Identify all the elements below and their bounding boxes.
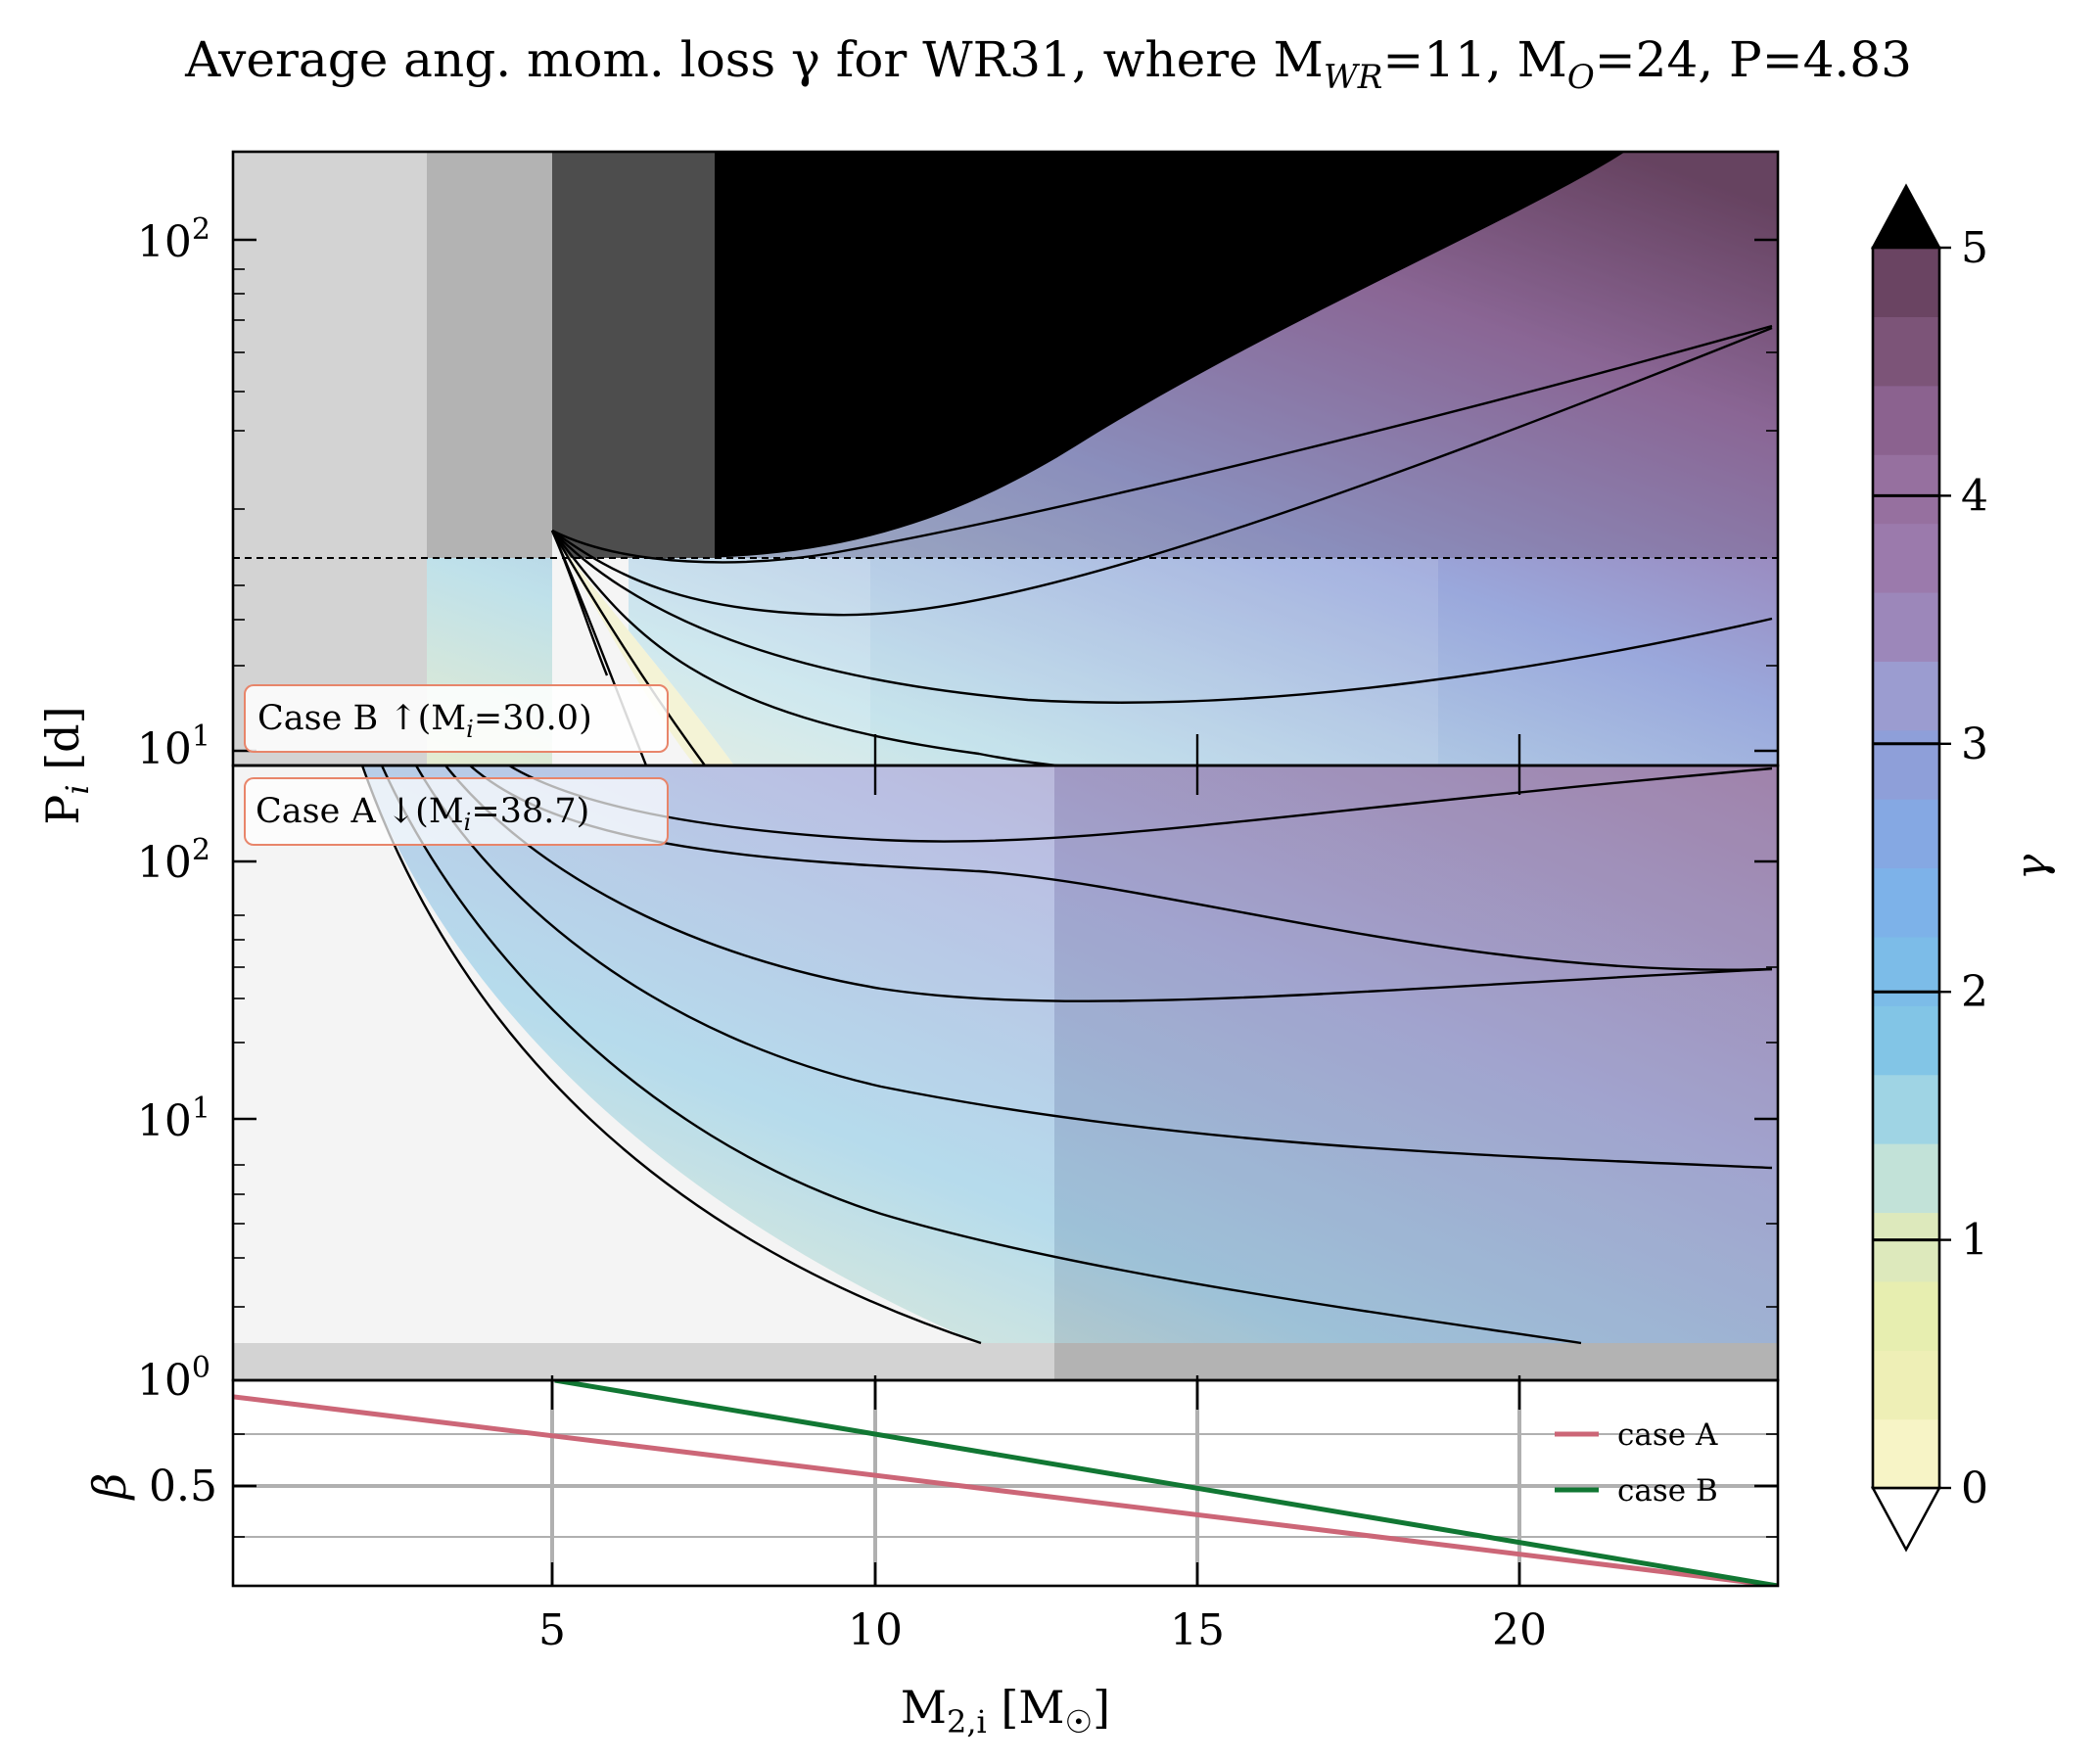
region-gray-light [233,152,427,766]
colorbar-segment [1873,1350,1939,1420]
x-tick-10: 10 [848,1605,903,1655]
x-tick-15: 15 [1170,1605,1225,1655]
x-axis-label: M2,i [M☉] [901,1681,1110,1741]
y-axis-label: Pi [d] [36,706,96,824]
x-tick-5: 5 [538,1605,566,1655]
x-tick-20: 20 [1492,1605,1547,1655]
colorbar-segment [1873,248,1939,317]
colorbar-segment [1873,1280,1939,1351]
case-b-label-box: Case B ↑(Mi=30.0) [244,684,669,753]
colorbar-segment [1873,1074,1939,1144]
y-tick-b-100: 102 [137,212,210,267]
colorbar-segment [1873,867,1939,938]
y-tick-b-10: 101 [137,720,210,774]
colorbar-tick-label: 2 [1961,967,1988,1017]
tick-marks [233,238,1778,1586]
legend-label-case-b: case B [1617,1473,1718,1509]
colorbar-segment [1873,523,1939,593]
beta-line-case-b [554,1380,1778,1586]
colorbar-tick-label: 3 [1961,720,1988,769]
colorbar-segment [1873,661,1939,731]
case-a-label-box: Case A ↓(Mi=38.7) [244,777,669,846]
case-a-label: Case A ↓(Mi=38.7) [256,792,589,836]
colorbar-segment [1873,316,1939,387]
y-tick-a-100: 102 [137,833,210,888]
colorbar-segment [1873,385,1939,455]
colorbar-segment [1873,1143,1939,1214]
beta-line-case-a [233,1394,1778,1586]
colorbar-tick-label: 4 [1961,471,1988,521]
colorbar-segment [1873,454,1939,525]
axes-frames [231,150,1780,1588]
y-tick-a-1: 100 [137,1351,210,1406]
chart-title: Average ang. mom. loss γ for WR31, where… [184,31,1912,97]
colorbar-segment [1873,936,1939,1006]
colorbar-tick-label: 1 [1961,1216,1988,1266]
colorbar-tick-label: 5 [1961,223,1988,273]
beta-axis-label: β [83,1473,136,1502]
legend-label-case-a: case A [1617,1417,1718,1453]
colorbar-segment [1873,729,1939,800]
beta-panel [233,1380,1778,1586]
colorbar-label: γ [2007,854,2057,880]
case-b-label: Case B ↑(Mi=30.0) [257,699,592,743]
region-black [685,152,1625,558]
colorbar: 0 1 2 3 4 5 γ [1870,183,2057,1553]
colorbar-segment [1873,799,1939,869]
case-b-panel [233,152,1778,766]
beta-grid [233,1380,1778,1586]
minor-ticks [233,268,1778,1538]
colorbar-extend-top [1870,183,1942,250]
beta-legend: case A case B [1555,1417,1718,1509]
colorbar-segment [1873,591,1939,662]
colorbar-segment [1873,1212,1939,1282]
y-tick-beta-05: 0.5 [149,1462,217,1511]
region-gray-mid [427,152,552,558]
colorbar-segment [1873,1005,1939,1076]
colorbar-tick-label: 0 [1961,1463,1988,1513]
y-tick-a-10: 101 [137,1091,210,1146]
case-a-panel [233,766,1778,1380]
colorbar-extend-bottom [1870,1486,1942,1553]
colorbar-segment [1873,1418,1939,1489]
